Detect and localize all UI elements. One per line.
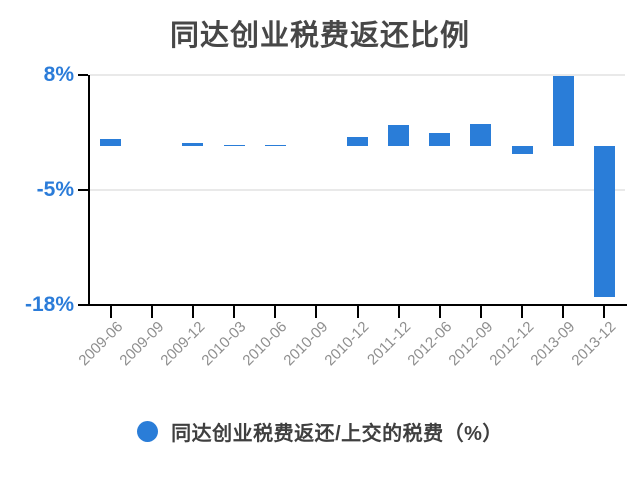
bar-2013-09 bbox=[552, 75, 574, 146]
x-axis-label: 2012-12 bbox=[486, 318, 538, 370]
bar-2009-06 bbox=[100, 138, 122, 146]
x-axis-tick bbox=[356, 306, 359, 318]
bar-2009-12 bbox=[182, 143, 204, 146]
x-axis-label: 2012-09 bbox=[445, 318, 497, 370]
x-axis-label: 2009-12 bbox=[157, 318, 209, 370]
bar-2012-06 bbox=[429, 133, 451, 146]
x-axis-label: 2013-09 bbox=[527, 318, 579, 370]
x-axis-label: 2011-12 bbox=[363, 318, 414, 369]
legend-marker-circle-icon bbox=[137, 420, 159, 442]
bar-2010-12 bbox=[347, 136, 368, 146]
x-axis-tick bbox=[150, 306, 153, 318]
y-axis-line bbox=[88, 75, 90, 306]
bar-2013-12 bbox=[593, 145, 615, 298]
y-axis-tick bbox=[78, 304, 88, 306]
x-axis-tick bbox=[274, 306, 277, 318]
x-axis-tick bbox=[191, 306, 194, 318]
x-axis-label: 2010-09 bbox=[280, 318, 332, 370]
x-axis-tick bbox=[233, 306, 236, 318]
legend: 同达创业税费返还/上交的税费（%） bbox=[0, 413, 640, 449]
x-axis-tick bbox=[315, 306, 318, 318]
x-axis-tick bbox=[603, 306, 606, 318]
x-axis-label: 2010-12 bbox=[321, 318, 373, 370]
gridline bbox=[90, 74, 625, 76]
x-axis-tick bbox=[438, 306, 441, 318]
x-axis-line bbox=[88, 304, 627, 306]
y-axis-label: -18% bbox=[24, 293, 74, 316]
legend-label: 同达创业税费返还/上交的税费（%） bbox=[171, 422, 503, 445]
y-axis-tick bbox=[78, 189, 88, 191]
bar-2012-09 bbox=[470, 123, 492, 146]
y-axis-label: 8% bbox=[43, 63, 74, 86]
bar-2011-12 bbox=[388, 124, 410, 146]
x-axis-label: 2012-06 bbox=[404, 318, 456, 370]
x-axis-tick bbox=[109, 306, 112, 318]
x-axis-tick bbox=[562, 306, 565, 318]
x-axis-label: 2009-09 bbox=[116, 318, 168, 370]
x-axis-tick bbox=[397, 306, 400, 318]
x-axis-label: 2010-06 bbox=[239, 318, 291, 370]
gridline bbox=[90, 189, 625, 191]
x-axis-tick bbox=[479, 306, 482, 318]
y-axis-label: -5% bbox=[36, 178, 74, 201]
bar-2012-12 bbox=[511, 145, 533, 154]
x-axis-label: 2010-03 bbox=[198, 318, 250, 370]
x-axis-label: 2009-06 bbox=[74, 318, 126, 370]
chart-title: 同达创业税费返还比例 bbox=[169, 20, 470, 52]
x-axis-label: 2013-12 bbox=[568, 318, 620, 370]
y-axis-tick bbox=[78, 74, 88, 76]
x-axis-tick bbox=[521, 306, 524, 318]
